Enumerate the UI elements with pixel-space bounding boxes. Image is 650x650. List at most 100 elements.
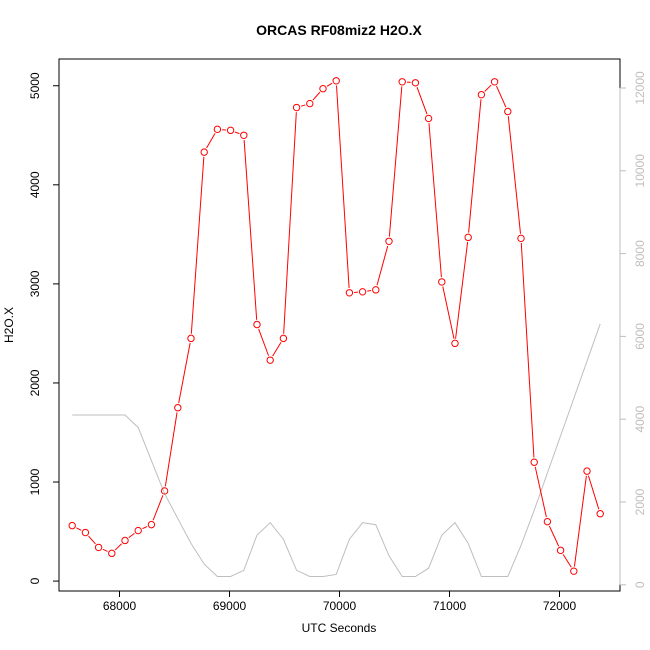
data-point	[451, 339, 459, 348]
data-point	[543, 517, 552, 526]
data-point	[385, 237, 393, 245]
series-segment	[300, 104, 306, 107]
series-segment	[468, 99, 482, 233]
data-point	[345, 289, 354, 297]
series-segment	[102, 548, 108, 552]
series-segment	[272, 342, 282, 357]
series-segment	[164, 412, 178, 487]
data-point	[68, 521, 76, 530]
data-point	[279, 334, 288, 343]
series-segment	[484, 84, 492, 92]
data-point	[438, 278, 446, 286]
data-point	[332, 77, 340, 85]
data-point	[583, 467, 591, 475]
series-segment	[376, 245, 389, 286]
y2-tick-label: 10000	[633, 154, 647, 188]
series-segment	[152, 495, 164, 521]
data-point	[266, 356, 274, 364]
series-right-axis	[72, 323, 601, 578]
y2-tick-label: 6000	[633, 323, 647, 350]
data-point	[121, 536, 129, 545]
y-tick-label: 5000	[28, 72, 42, 99]
series-segment	[88, 535, 96, 545]
data-point	[596, 510, 604, 518]
data-point	[319, 85, 327, 93]
data-point	[530, 458, 538, 466]
series-segment	[326, 82, 333, 87]
series-segment	[258, 328, 270, 356]
series-segment	[587, 475, 600, 510]
y-tick-label: 3000	[28, 270, 42, 297]
series-line	[72, 323, 601, 578]
x-axis-label: UTC Seconds	[302, 621, 377, 635]
data-point	[398, 78, 406, 86]
series-layer	[68, 77, 604, 578]
y-tick-label: 1000	[28, 468, 42, 495]
series-segment	[367, 290, 372, 292]
y-axis-left: 0 1000 2000 3000 4000 5000	[28, 72, 59, 584]
chart-title: ORCAS RF08miz2 H2O.X	[256, 22, 422, 38]
series-left-axis	[68, 77, 604, 575]
series-segment	[206, 133, 216, 149]
series-segment	[573, 475, 587, 567]
series-segment	[190, 156, 205, 334]
y-tick-label: 4000	[28, 171, 42, 198]
data-point	[94, 543, 103, 552]
data-point	[477, 90, 486, 99]
data-point	[556, 546, 565, 555]
series-segment	[520, 242, 535, 458]
data-point	[504, 107, 512, 116]
data-point	[134, 526, 142, 535]
series-segment	[142, 526, 148, 530]
x-tick-label: 72000	[543, 599, 577, 613]
data-point	[424, 114, 433, 123]
series-segment	[234, 131, 240, 135]
series-segment	[335, 85, 350, 289]
data-point	[358, 288, 367, 296]
data-point	[253, 320, 261, 329]
data-point	[160, 487, 169, 495]
series-segment	[388, 86, 403, 237]
data-point	[187, 334, 195, 343]
data-point	[464, 233, 472, 242]
data-point	[570, 567, 578, 575]
series-segment	[416, 87, 428, 115]
data-point	[411, 79, 420, 87]
data-point	[292, 103, 301, 112]
y-tick-label: 2000	[28, 369, 42, 396]
series-segment	[428, 123, 442, 278]
y2-tick-label: 4000	[633, 406, 647, 433]
series-segment	[312, 91, 321, 101]
data-point	[81, 528, 90, 537]
data-point	[147, 520, 156, 529]
series-segment	[128, 532, 135, 539]
y-axis-right: 0 2000 4000 6000 8000 10000 12000	[619, 71, 647, 588]
y2-tick-label: 12000	[633, 71, 647, 105]
data-point	[200, 148, 208, 156]
series-segment	[243, 139, 258, 320]
y2-tick-label: 8000	[633, 240, 647, 267]
series-segment	[178, 342, 191, 404]
x-tick-label: 71000	[433, 599, 467, 613]
series-segment	[114, 543, 122, 551]
y-tick-label: 0	[28, 577, 42, 584]
data-point	[240, 131, 248, 139]
series-segment	[442, 286, 455, 339]
data-point	[213, 125, 222, 134]
series-segment	[496, 85, 507, 108]
x-axis: 68000 69000 70000 71000 72000	[103, 591, 577, 613]
series-segment	[507, 116, 522, 234]
data-point	[490, 78, 499, 86]
data-point	[226, 126, 235, 135]
series-segment	[548, 525, 560, 547]
data-point	[372, 286, 380, 294]
y2-tick-label: 0	[633, 581, 647, 588]
series-segment	[76, 527, 82, 531]
series-segment	[562, 554, 572, 568]
series-segment	[534, 466, 547, 518]
x-tick-label: 70000	[323, 599, 357, 613]
x-tick-label: 68000	[103, 599, 137, 613]
data-point	[108, 549, 116, 558]
